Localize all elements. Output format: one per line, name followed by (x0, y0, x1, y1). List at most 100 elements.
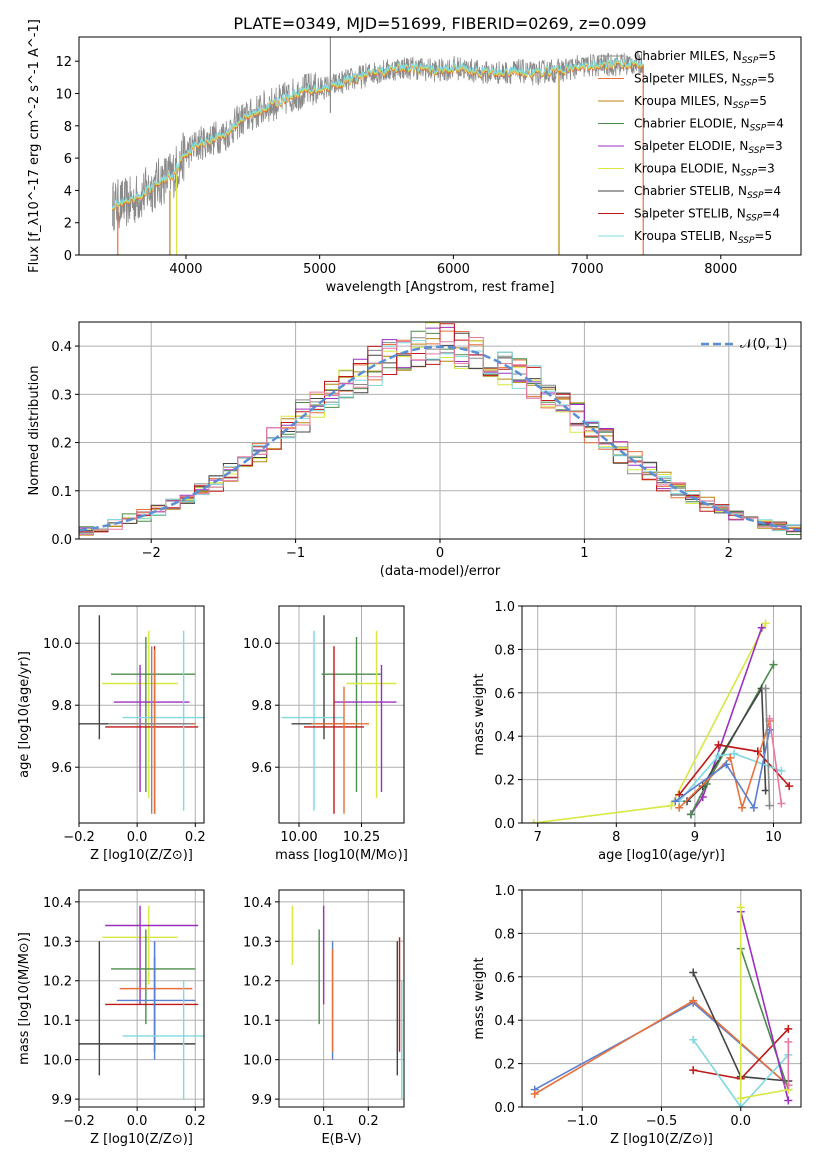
x-tick-label-2: 2 (725, 546, 733, 561)
y-tick-label-4: 4 (64, 184, 72, 199)
x-tick-label-7: 7 (534, 830, 542, 845)
y-axis-label: mass [log10(M/M⊙)] (17, 932, 32, 1065)
legend-label-7: Salpeter STELIB, NSSP=4 (634, 207, 780, 224)
y-tick-label-9.8: 9.8 (51, 699, 72, 714)
y-tick-label-0.0: 0.0 (494, 817, 515, 832)
weight-marker-3-0 (689, 1066, 698, 1075)
y-tick-label-0.0: 0.0 (494, 1101, 515, 1116)
x-axis-label: mass [log10(M/M⊙)] (275, 848, 408, 863)
y-axis-label: Flux [f_λ10^-17 erg cm^-2 s^-1 A^-1] (27, 19, 42, 273)
gaussian-curve (79, 345, 801, 532)
y-tick-label-0.4: 0.4 (51, 340, 72, 355)
x-axis-label: age [log10(age/yr)] (598, 848, 725, 863)
y-tick-label-10.4: 10.4 (243, 896, 272, 911)
x-tick-label-1: 1 (580, 546, 588, 561)
x-tick-label-8: 8 (612, 830, 620, 845)
y-tick-label-10.1: 10.1 (43, 1014, 72, 1029)
axes-frame (521, 605, 802, 824)
spectrum-model-line-kroupa-stelib (111, 57, 644, 209)
axes-frame (78, 605, 205, 824)
y-tick-label-10.3: 10.3 (43, 935, 72, 950)
weight-marker-3-2 (784, 1024, 793, 1033)
y-tick-label-10.0: 10.0 (43, 1054, 72, 1069)
x-axis-label: Z [log10(Z/Z⊙)] (610, 1132, 713, 1147)
weight-marker-1-1 (689, 996, 698, 1005)
x-tick-label-0.0: 0.0 (730, 1114, 751, 1129)
y-tick-label-0.2: 0.2 (51, 437, 72, 452)
legend-sub: SSP (738, 236, 755, 246)
x-tick-label-0.0: 0.0 (127, 830, 148, 845)
weight-marker-4-1 (736, 1103, 745, 1107)
x-tick-label-−0.2: −0.2 (63, 1114, 95, 1129)
weight-line-9 (764, 688, 771, 806)
y-tick-label-1.0: 1.0 (494, 884, 515, 899)
y-tick-label-0.0: 0.0 (51, 533, 72, 548)
legend-sub: SSP (741, 79, 758, 89)
legend-label-3: Chabrier ELODIE, NSSP=4 (634, 117, 784, 134)
legend-sub: SSP (733, 101, 750, 111)
x-tick-label-9: 9 (691, 830, 699, 845)
weight-marker-4-0 (689, 1035, 698, 1044)
y-axis-label: age [log10(age/yr)] (17, 651, 32, 778)
y-tick-label-10.0: 10.0 (43, 637, 72, 652)
x-tick-label-7000: 7000 (571, 262, 604, 277)
x-axis-label: Z [log10(Z/Z⊙)] (90, 848, 193, 863)
weight-marker-6-1 (726, 753, 735, 762)
weight-marker-2-0 (686, 810, 695, 819)
x-tick-label-−1.0: −1.0 (566, 1114, 598, 1129)
x-tick-label-10.25: 10.25 (343, 830, 380, 845)
y-tick-label-10.2: 10.2 (243, 975, 272, 990)
y-tick-label-0.4: 0.4 (494, 1014, 515, 1029)
weight-marker-2-0 (689, 968, 698, 977)
weight-line-0 (533, 623, 767, 823)
legend-sub: SSP (746, 214, 763, 224)
y-axis-label: mass weight (472, 957, 487, 1039)
legend-eq: =4 (766, 117, 784, 131)
plot-area (529, 619, 794, 823)
x-tick-label-0.0: 0.0 (127, 1114, 148, 1129)
residual-histogram: −2 −1 0 1 2 0.0 0.1 0.2 0.3 0.4 (data-model)/error… (27, 321, 802, 579)
weight-marker-7-1 (736, 1094, 745, 1103)
x-tick-label-−0.5: −0.5 (646, 1114, 678, 1129)
age-vs-mass-chart: 10.00 10.25 9.6 9.8 10.0 mass [log10(M/M⊙)] (243, 605, 408, 863)
y-tick-label-10.1: 10.1 (243, 1014, 272, 1029)
y-tick-label-0.8: 0.8 (494, 927, 515, 942)
x-tick-label-−2: −2 (142, 546, 161, 561)
y-tick-label-9.6: 9.6 (251, 761, 272, 776)
legend-label-1: Salpeter MILES, NSSP=5 (634, 72, 775, 89)
weight-line-8 (768, 718, 783, 804)
x-tick-label-5000: 5000 (303, 262, 336, 277)
axes-frame (278, 605, 405, 824)
mass-weight-vs-age-chart: 7 8 9 10 0.0 0.2 0.4 0.6 0.8 1.0 age [log10(age/yr… (472, 600, 802, 863)
weight-marker-6-0 (675, 803, 684, 812)
weight-marker-7-0 (736, 903, 745, 912)
y-axis-label: Normed distribution (27, 366, 42, 496)
weight-marker-8-1 (784, 1081, 793, 1090)
weight-marker-1-2 (757, 623, 766, 632)
legend-label-4: Salpeter ELODIE, NSSP=3 (634, 139, 783, 156)
y-tick-label-6: 6 (64, 152, 72, 167)
legend-label-6: Chabrier STELIB, NSSP=4 (634, 184, 781, 201)
weight-line-4 (692, 1039, 789, 1107)
legend-label-2: Kroupa MILES, NSSP=5 (634, 94, 767, 111)
y-tick-label-10: 10 (55, 88, 72, 103)
axes-frame (78, 36, 802, 256)
weight-marker-9-0 (761, 684, 770, 693)
weight-marker-3-1 (714, 740, 723, 749)
x-tick-label-0.2: 0.2 (185, 1114, 206, 1129)
legend-label-5: Kroupa ELODIE, NSSP=3 (634, 162, 775, 179)
figure-title: PLATE=0349, MJD=51699, FIBERID=0269, z=0… (233, 14, 646, 33)
legend-eq: =3 (757, 162, 775, 176)
legend-eq: =4 (764, 184, 782, 198)
weight-line-5 (740, 948, 790, 1090)
axes-frame (78, 889, 205, 1108)
x-tick-label-0.2: 0.2 (358, 1114, 379, 1129)
legend-eq: =5 (758, 49, 776, 63)
y-tick-label-0: 0 (64, 249, 72, 264)
weight-marker-9-1 (765, 801, 774, 810)
weight-marker-0-0 (529, 819, 538, 823)
weight-line-6 (740, 911, 790, 1101)
x-tick-label-4000: 4000 (169, 262, 202, 277)
weight-marker-8-0 (784, 1037, 793, 1046)
y-tick-label-9.8: 9.8 (251, 699, 272, 714)
